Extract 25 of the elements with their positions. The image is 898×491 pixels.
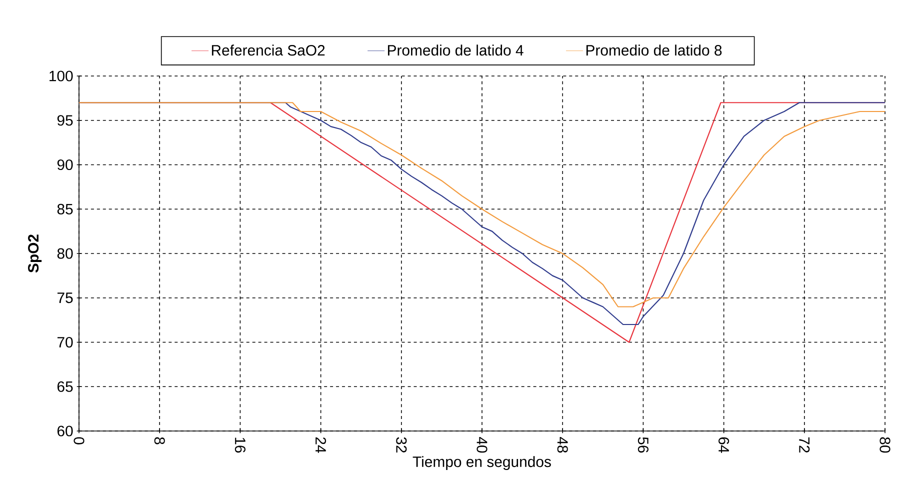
legend-label: Referencia SaO2 — [212, 44, 325, 56]
legend-label: Promedio de latido 4 — [388, 44, 524, 56]
x-tick-label: 56 — [638, 437, 648, 453]
y-tick-label: 85 — [57, 204, 73, 214]
legend-label: Promedio de latido 8 — [586, 44, 722, 56]
y-axis-title: SpO2 — [28, 234, 42, 273]
x-tick-label: 72 — [799, 437, 810, 453]
x-tick-label: 16 — [234, 438, 246, 453]
x-tick-label: 40 — [476, 436, 488, 453]
x-tick-label: 0 — [74, 437, 84, 444]
y-tick-label: 70 — [57, 336, 73, 348]
x-tick-label: 48 — [557, 436, 568, 453]
y-tick-label: 95 — [57, 115, 73, 126]
y-tick-label: 80 — [57, 248, 73, 259]
x-tick-label: 64 — [718, 437, 730, 453]
x-tick-label: 80 — [880, 437, 890, 453]
x-axis-title: Tiempo en segundos — [412, 456, 551, 470]
y-tick-label: 90 — [57, 159, 73, 170]
y-tick-label: 65 — [57, 381, 73, 392]
y-tick-label: 100 — [50, 70, 73, 82]
x-tick-label: 24 — [316, 437, 326, 453]
y-tick-label: 75 — [57, 292, 73, 304]
y-tick-label: 60 — [57, 426, 73, 436]
x-tick-label: 8 — [154, 437, 165, 444]
x-tick-label: 32 — [396, 437, 407, 453]
